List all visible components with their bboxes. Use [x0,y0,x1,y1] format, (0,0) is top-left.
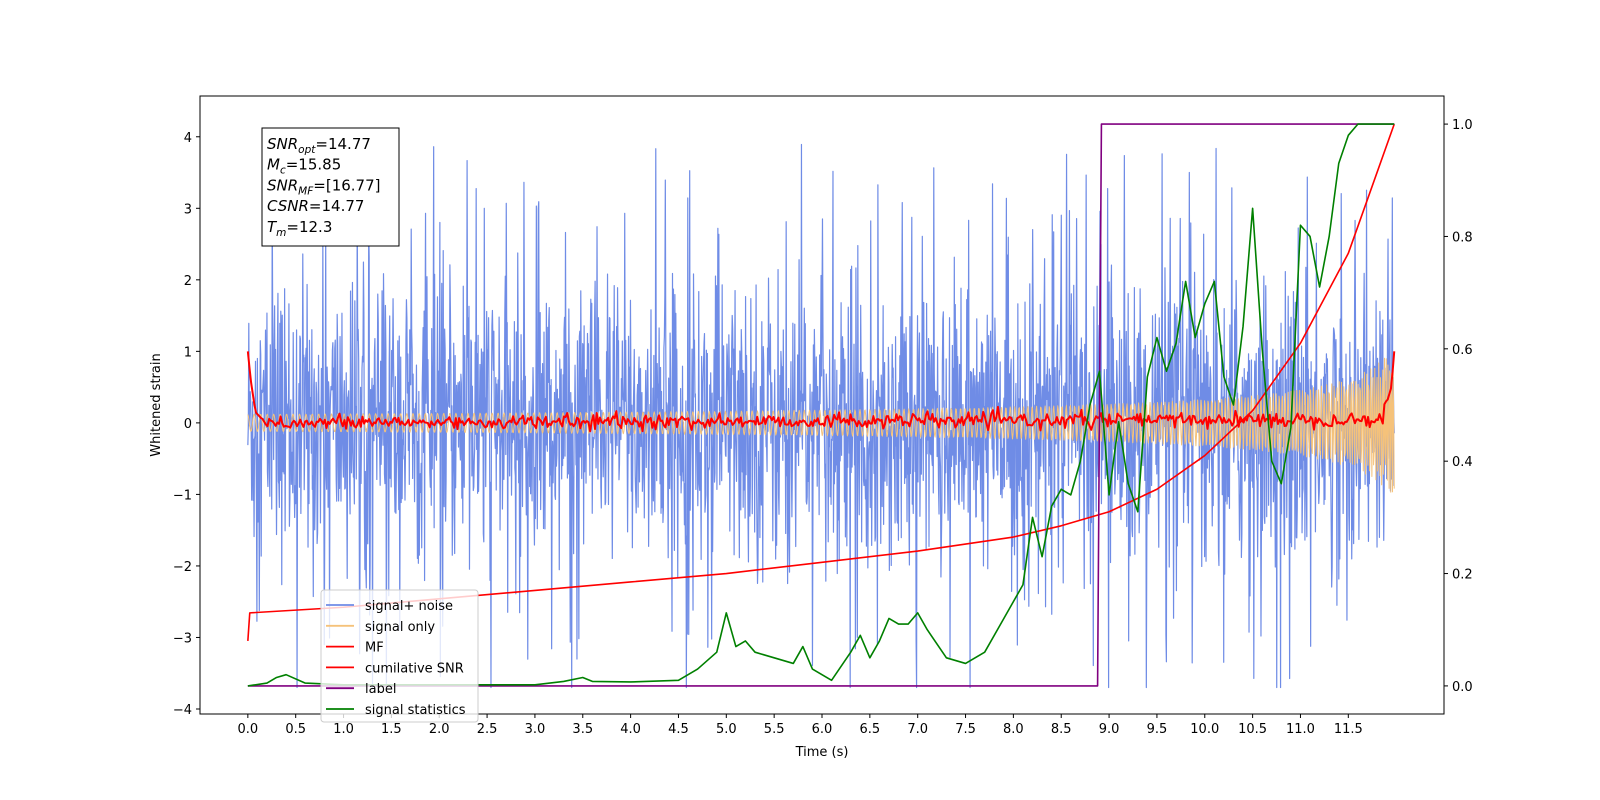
x-tick-label: 1.5 [381,722,402,737]
x-tick-label: 4.0 [620,722,641,737]
legend: signal+ noise signal only MF cumilative SNR… [320,589,479,723]
x-tick-label: 2.5 [477,722,498,737]
x-tick-label: 5.0 [716,722,737,737]
y-left-tick-label: 1 [184,345,192,360]
y-right-tick-label: 0.6 [1452,343,1473,358]
legend-label-signal-statistics: signal statistics [365,703,466,718]
series-label [247,123,1395,687]
legend-label-mf: MF [365,641,384,656]
x-tick-label: 8.5 [1051,722,1072,737]
annotation-line: SNRMF=[16.77] [267,176,381,197]
x-tick-label: 6.0 [812,722,833,737]
x-tick-label: 7.0 [907,722,928,737]
y-right-tick-label: 1.0 [1452,118,1473,133]
x-tick-label: 3.5 [572,722,593,737]
x-tick-label: 6.5 [860,722,881,737]
y-right-tick-label: 0.4 [1452,455,1473,470]
y-left-tick-label: −3 [173,631,192,646]
series-signal-statistics [247,123,1395,687]
x-tick-label: 3.0 [525,722,546,737]
x-tick-label: 9.5 [1147,722,1168,737]
y-left-tick-label: 4 [184,131,192,146]
legend-label-label: label [365,682,396,697]
y-left-tick-label: −1 [173,488,192,503]
y-left-tick-label: 2 [184,274,192,289]
y-left-tick-label: −2 [173,560,192,575]
annotation-line: CSNR=14.77 [267,197,364,215]
legend-label-signal-only: signal only [365,620,435,635]
y-axis-left: −4 −3 −2 −1 0 1 2 3 4 [173,131,200,718]
x-tick-label: 0.0 [238,722,259,737]
annotation-line: Tm=12.3 [267,218,332,239]
x-tick-label: 0.5 [285,722,306,737]
y-left-tick-label: 0 [184,417,192,432]
x-tick-label: 7.5 [955,722,976,737]
y-left-tick-label: 3 [184,202,192,217]
x-tick-label: 10.0 [1190,722,1219,737]
x-tick-label: 2.0 [429,722,450,737]
y-left-tick-label: −4 [173,703,192,718]
series-mf [246,351,1396,433]
annotation-line: Mc=15.85 [267,156,341,177]
y-right-tick-label: 0.0 [1452,680,1473,695]
x-tick-label: 10.5 [1238,722,1267,737]
x-tick-label: 11.5 [1334,722,1363,737]
y-right-tick-label: 0.8 [1452,230,1473,245]
y-axis-right: 0.0 0.2 0.4 0.6 0.8 1.0 [1444,118,1473,695]
y-axis-label: Whitened strain [149,353,164,456]
annotation-line: SNRopt=14.77 [267,135,371,156]
x-axis: 0.0 0.5 1.0 1.5 2.0 2.5 3.0 3.5 4.0 4.5 5.0 5.5 6.0 6… [238,714,1363,737]
x-tick-label: 5.5 [764,722,785,737]
y-right-tick-label: 0.2 [1452,568,1473,583]
legend-label-signal-noise: signal+ noise [365,599,453,614]
x-tick-label: 9.0 [1099,722,1120,737]
x-tick-label: 11.0 [1286,722,1315,737]
x-tick-label: 4.5 [668,722,689,737]
x-tick-label: 1.0 [333,722,354,737]
x-axis-label: Time (s) [795,745,849,760]
annotation-box: SNRopt=14.77Mc=15.85SNRMF=[16.77]CSNR=14… [261,127,400,247]
x-tick-label: 8.0 [1003,722,1024,737]
legend-label-cumilative-snr: cumilative SNR [365,661,464,676]
